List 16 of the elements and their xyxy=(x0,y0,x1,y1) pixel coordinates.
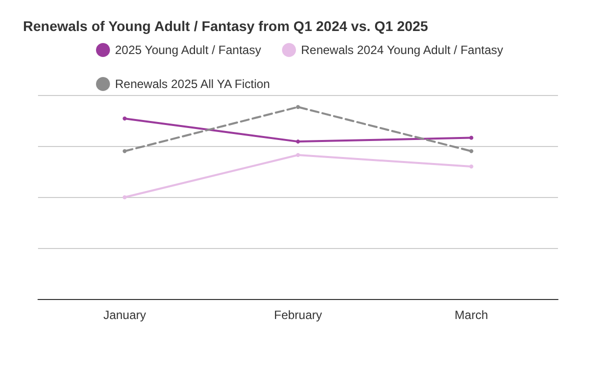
legend-label: Renewals 2025 All YA Fiction xyxy=(114,77,270,91)
legend-label: 2025 Young Adult / Fantasy xyxy=(114,43,262,57)
point xyxy=(296,105,300,109)
x-tick-label: March xyxy=(454,308,488,322)
point xyxy=(469,149,474,154)
point xyxy=(296,140,300,144)
x-tick-label: January xyxy=(103,308,146,322)
point xyxy=(122,116,127,121)
point xyxy=(469,164,474,169)
point xyxy=(122,149,127,154)
point xyxy=(469,136,474,140)
chart-title: Renewals of Young Adult / Fantasy from Q1 2024 vs. Q1 2025 xyxy=(23,18,428,34)
point xyxy=(296,153,300,157)
point xyxy=(122,195,127,200)
x-tick-label: February xyxy=(274,308,322,322)
legend-label: Renewals 2024 Young Adult / Fantasy xyxy=(300,43,504,57)
